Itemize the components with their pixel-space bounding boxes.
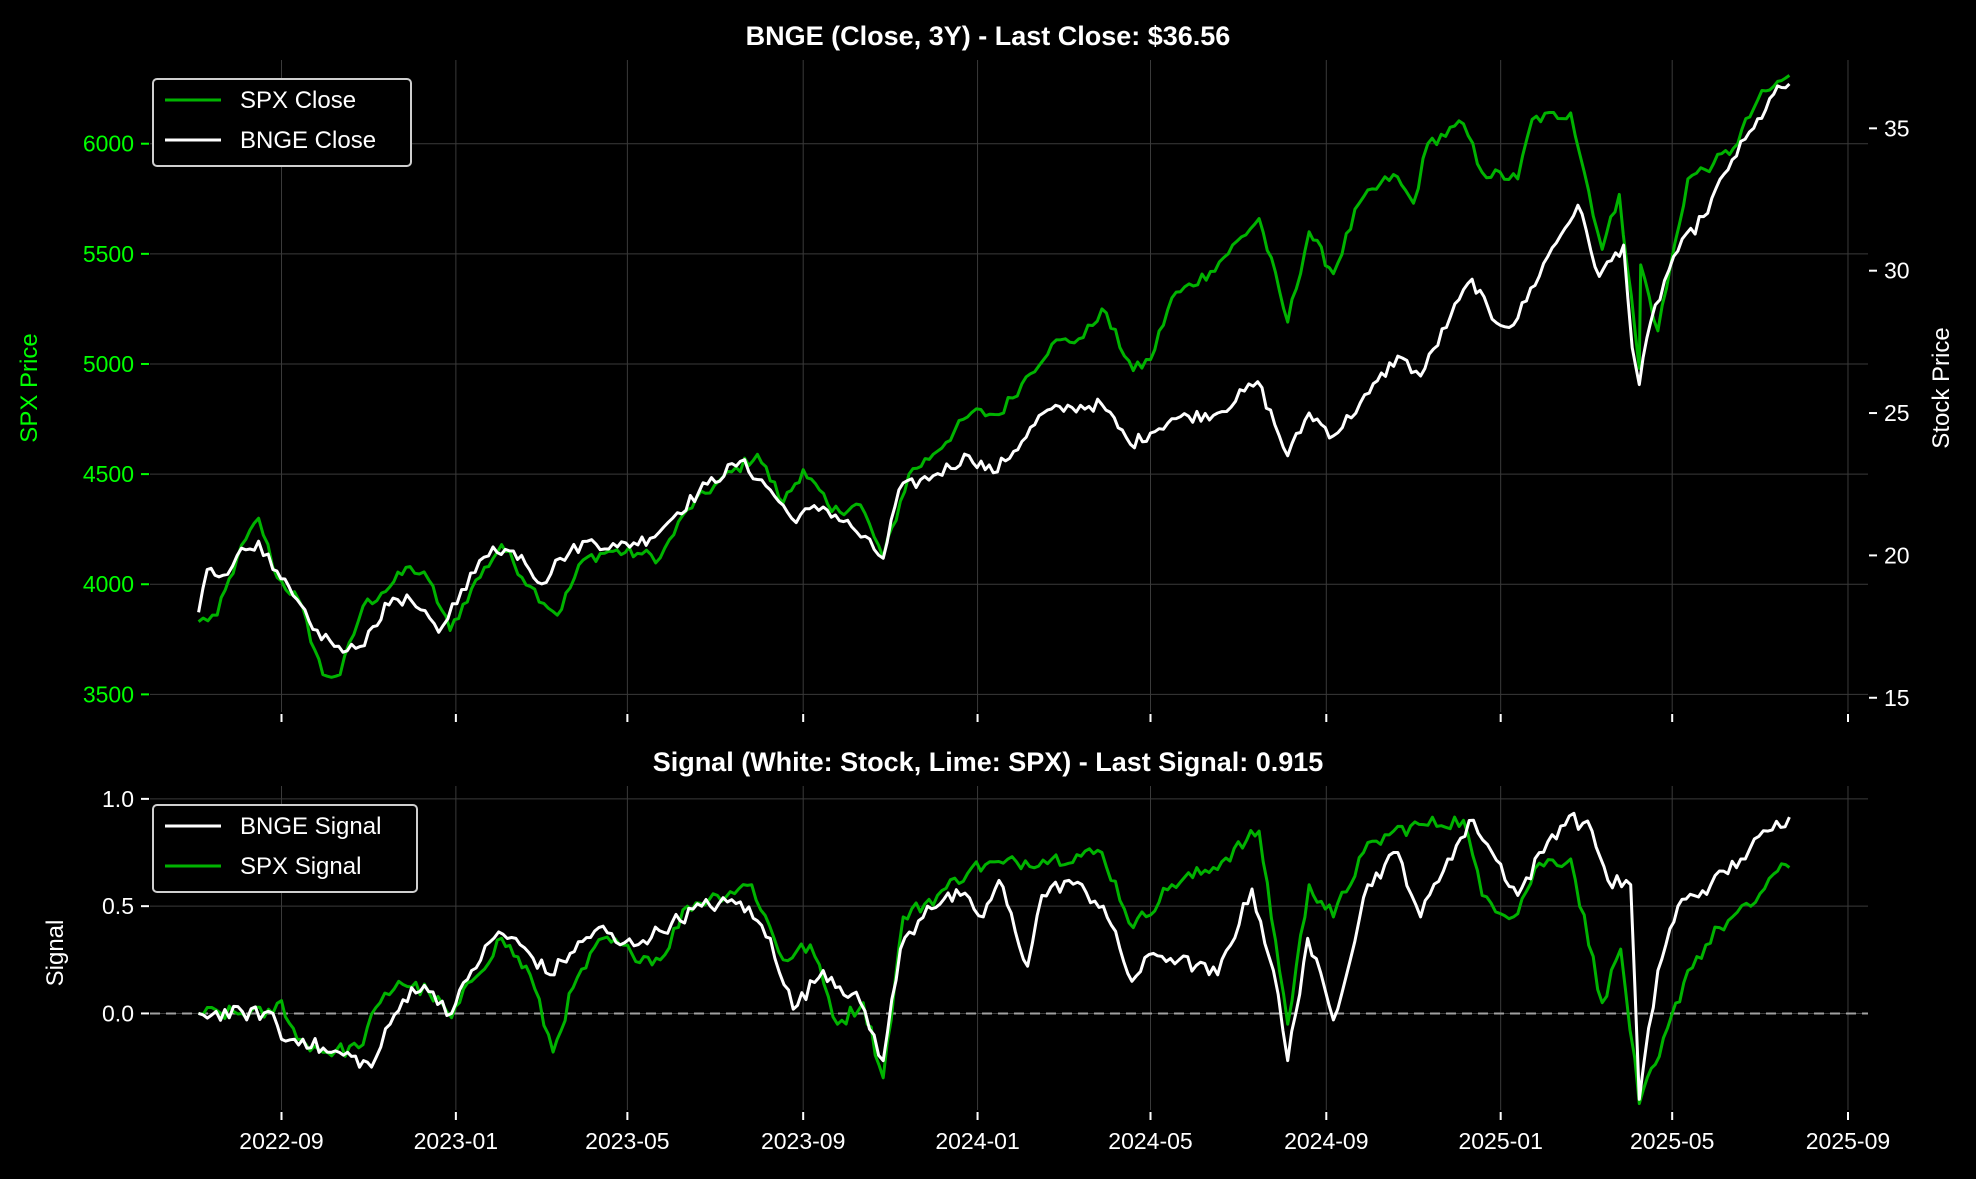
series-line-spx-close <box>197 74 1791 679</box>
stock-y-tick-label: 30 <box>1884 258 1910 284</box>
spx-y-tick-label: 5500 <box>83 241 134 267</box>
series-line-bnge-signal <box>198 811 1791 1101</box>
x-tick-label: 2023-05 <box>585 1128 669 1154</box>
price-axes: 3500 4000 4500 5000 5500 6000 15 20 25 30 35 <box>83 115 1910 722</box>
x-tick-label: 2023-09 <box>761 1128 845 1154</box>
signal-chart-title: Signal (White: Stock, Lime: SPX) - Last … <box>653 747 1324 777</box>
legend-label-bnge-close: BNGE Close <box>240 127 376 154</box>
stock-price-axis-label: Stock Price <box>1928 327 1955 448</box>
legend-label-spx-signal: SPX Signal <box>240 853 361 880</box>
spx-y-tick-label: 4500 <box>83 461 134 487</box>
spx-y-tick-label: 3500 <box>83 681 134 707</box>
price-legend: SPX Close BNGE Close <box>152 78 412 167</box>
stock-y-tick-label: 15 <box>1884 685 1910 711</box>
spx-y-tick-label: 4000 <box>83 571 134 597</box>
x-tick-label: 2024-01 <box>935 1128 1019 1154</box>
legend-label-bnge-signal: BNGE Signal <box>240 813 381 840</box>
spx-y-tick-label: 6000 <box>83 131 134 157</box>
x-tick-label: 2024-05 <box>1108 1128 1192 1154</box>
signal-lines <box>198 811 1791 1106</box>
x-tick-label: 2024-09 <box>1284 1128 1368 1154</box>
signal-axes: 2022-09 2023-01 2023-05 2023-09 2024-01 2024-… <box>102 786 1890 1154</box>
x-tick-label: 2022-09 <box>239 1128 323 1154</box>
x-tick-label: 2025-01 <box>1458 1128 1542 1154</box>
signal-y-tick-label: 0.0 <box>102 1000 134 1026</box>
price-panel: 3500 4000 4500 5000 5500 6000 15 20 25 30 35 BNGE … <box>16 21 1955 722</box>
x-tick-label: 2025-09 <box>1806 1128 1890 1154</box>
stock-y-tick-label: 25 <box>1884 400 1910 426</box>
x-tick-label: 2023-01 <box>414 1128 498 1154</box>
series-line-spx-signal <box>198 815 1791 1106</box>
signal-panel: 2022-09 2023-01 2023-05 2023-09 2024-01 2024-… <box>42 747 1890 1154</box>
price-lines <box>197 74 1791 679</box>
series-line-bnge-close <box>197 82 1791 654</box>
legend-label-spx-close: SPX Close <box>240 87 356 114</box>
x-tick-label: 2025-05 <box>1630 1128 1714 1154</box>
stock-y-tick-label: 20 <box>1884 542 1910 568</box>
signal-y-tick-label: 1.0 <box>102 786 134 812</box>
price-grid <box>150 60 1868 712</box>
signal-y-tick-label: 0.5 <box>102 893 134 919</box>
spx-y-tick-label: 5000 <box>83 351 134 377</box>
stock-y-tick-label: 35 <box>1884 115 1910 141</box>
signal-legend: BNGE Signal SPX Signal <box>152 804 418 893</box>
spx-price-axis-label: SPX Price <box>16 333 43 442</box>
signal-axis-label: Signal <box>42 920 69 987</box>
price-chart-title: BNGE (Close, 3Y) - Last Close: $36.56 <box>746 21 1231 51</box>
